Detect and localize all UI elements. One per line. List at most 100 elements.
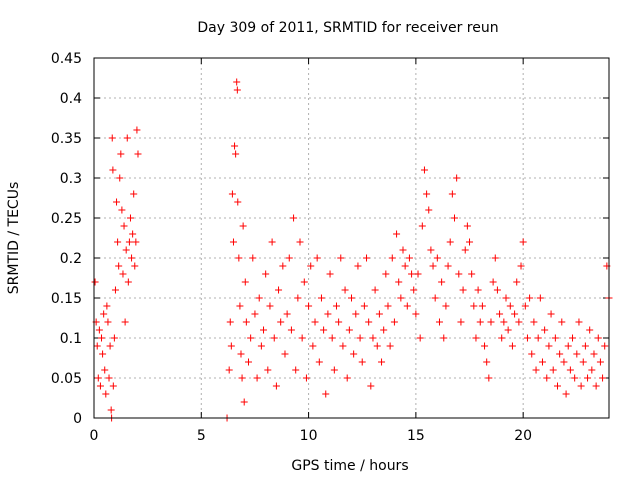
data-point: [371, 286, 379, 294]
data-point: [120, 222, 128, 230]
data-point: [262, 270, 270, 278]
y-axis-title: SRMTID / TECUs: [6, 182, 22, 295]
data-point: [416, 334, 424, 342]
data-point: [239, 222, 247, 230]
data-point: [257, 342, 265, 350]
data-point: [255, 294, 263, 302]
data-point: [121, 318, 129, 326]
data-point: [322, 390, 330, 398]
data-point: [579, 358, 587, 366]
data-point: [491, 254, 499, 262]
data-point: [102, 390, 110, 398]
data-point: [575, 318, 583, 326]
data-point: [105, 374, 113, 382]
axis-ticks: 0 5 10 15 20 0 0.05 0.1 0.15 0.2 0.25 0.3 0.35 0.4 0.4…: [51, 51, 609, 444]
data-point: [313, 254, 321, 262]
data-point: [96, 382, 104, 390]
data-point: [485, 374, 493, 382]
y-tick-label: 0.2: [60, 251, 82, 267]
data-point: [433, 254, 441, 262]
data-point: [311, 318, 319, 326]
data-point: [526, 294, 534, 302]
y-tick-label: 0.05: [51, 371, 82, 387]
data-point: [435, 318, 443, 326]
y-tick-label: 0.35: [51, 131, 82, 147]
data-point: [470, 302, 478, 310]
data-point: [309, 342, 317, 350]
data-series-srmtid: [91, 78, 613, 422]
data-point: [496, 310, 504, 318]
data-point: [530, 318, 538, 326]
data-point: [326, 270, 334, 278]
data-point: [455, 270, 463, 278]
data-point: [290, 214, 298, 222]
data-point: [478, 302, 486, 310]
data-point: [264, 366, 272, 374]
data-point: [401, 262, 409, 270]
data-point: [601, 342, 609, 350]
data-point: [98, 334, 106, 342]
data-point: [551, 334, 559, 342]
data-point: [367, 382, 375, 390]
data-point: [519, 238, 527, 246]
data-point: [444, 262, 452, 270]
data-point: [569, 334, 577, 342]
data-point: [109, 382, 117, 390]
data-point: [564, 342, 572, 350]
y-tick-label: 0.4: [60, 91, 82, 107]
data-point: [375, 310, 383, 318]
data-point: [453, 174, 461, 182]
data-point: [474, 286, 482, 294]
data-point: [328, 334, 336, 342]
data-point: [429, 262, 437, 270]
data-point: [573, 350, 581, 358]
data-point: [119, 270, 127, 278]
data-point: [279, 262, 287, 270]
data-point: [317, 294, 325, 302]
plot-frame: [93, 57, 610, 419]
data-point: [124, 278, 132, 286]
data-point: [253, 374, 261, 382]
data-point: [238, 374, 246, 382]
x-tick-label: 15: [407, 428, 425, 444]
data-point: [508, 342, 516, 350]
data-point: [373, 342, 381, 350]
data-point: [339, 342, 347, 350]
data-point: [237, 350, 245, 358]
data-point: [493, 286, 501, 294]
data-point: [590, 350, 598, 358]
data-point: [423, 190, 431, 198]
data-point: [483, 358, 491, 366]
data-point: [566, 366, 574, 374]
data-point: [513, 278, 521, 286]
data-point: [296, 238, 304, 246]
data-point: [442, 302, 450, 310]
data-point: [240, 398, 248, 406]
y-tick-label: 0: [73, 411, 82, 427]
data-point: [101, 366, 109, 374]
data-point: [320, 326, 328, 334]
data-point: [380, 326, 388, 334]
data-point: [115, 262, 123, 270]
data-point: [324, 310, 332, 318]
data-point: [104, 318, 112, 326]
data-point: [545, 342, 553, 350]
data-point: [363, 254, 371, 262]
data-point: [118, 206, 126, 214]
data-point: [235, 254, 243, 262]
data-point: [260, 326, 268, 334]
data-point: [538, 358, 546, 366]
data-point: [94, 374, 102, 382]
data-point: [287, 326, 295, 334]
data-point: [130, 190, 138, 198]
data-point: [266, 302, 274, 310]
data-point: [427, 246, 435, 254]
data-point: [128, 254, 136, 262]
data-point: [300, 278, 308, 286]
data-point: [489, 278, 497, 286]
data-point: [521, 302, 529, 310]
data-point: [330, 366, 338, 374]
data-point: [511, 310, 519, 318]
data-point: [506, 302, 514, 310]
